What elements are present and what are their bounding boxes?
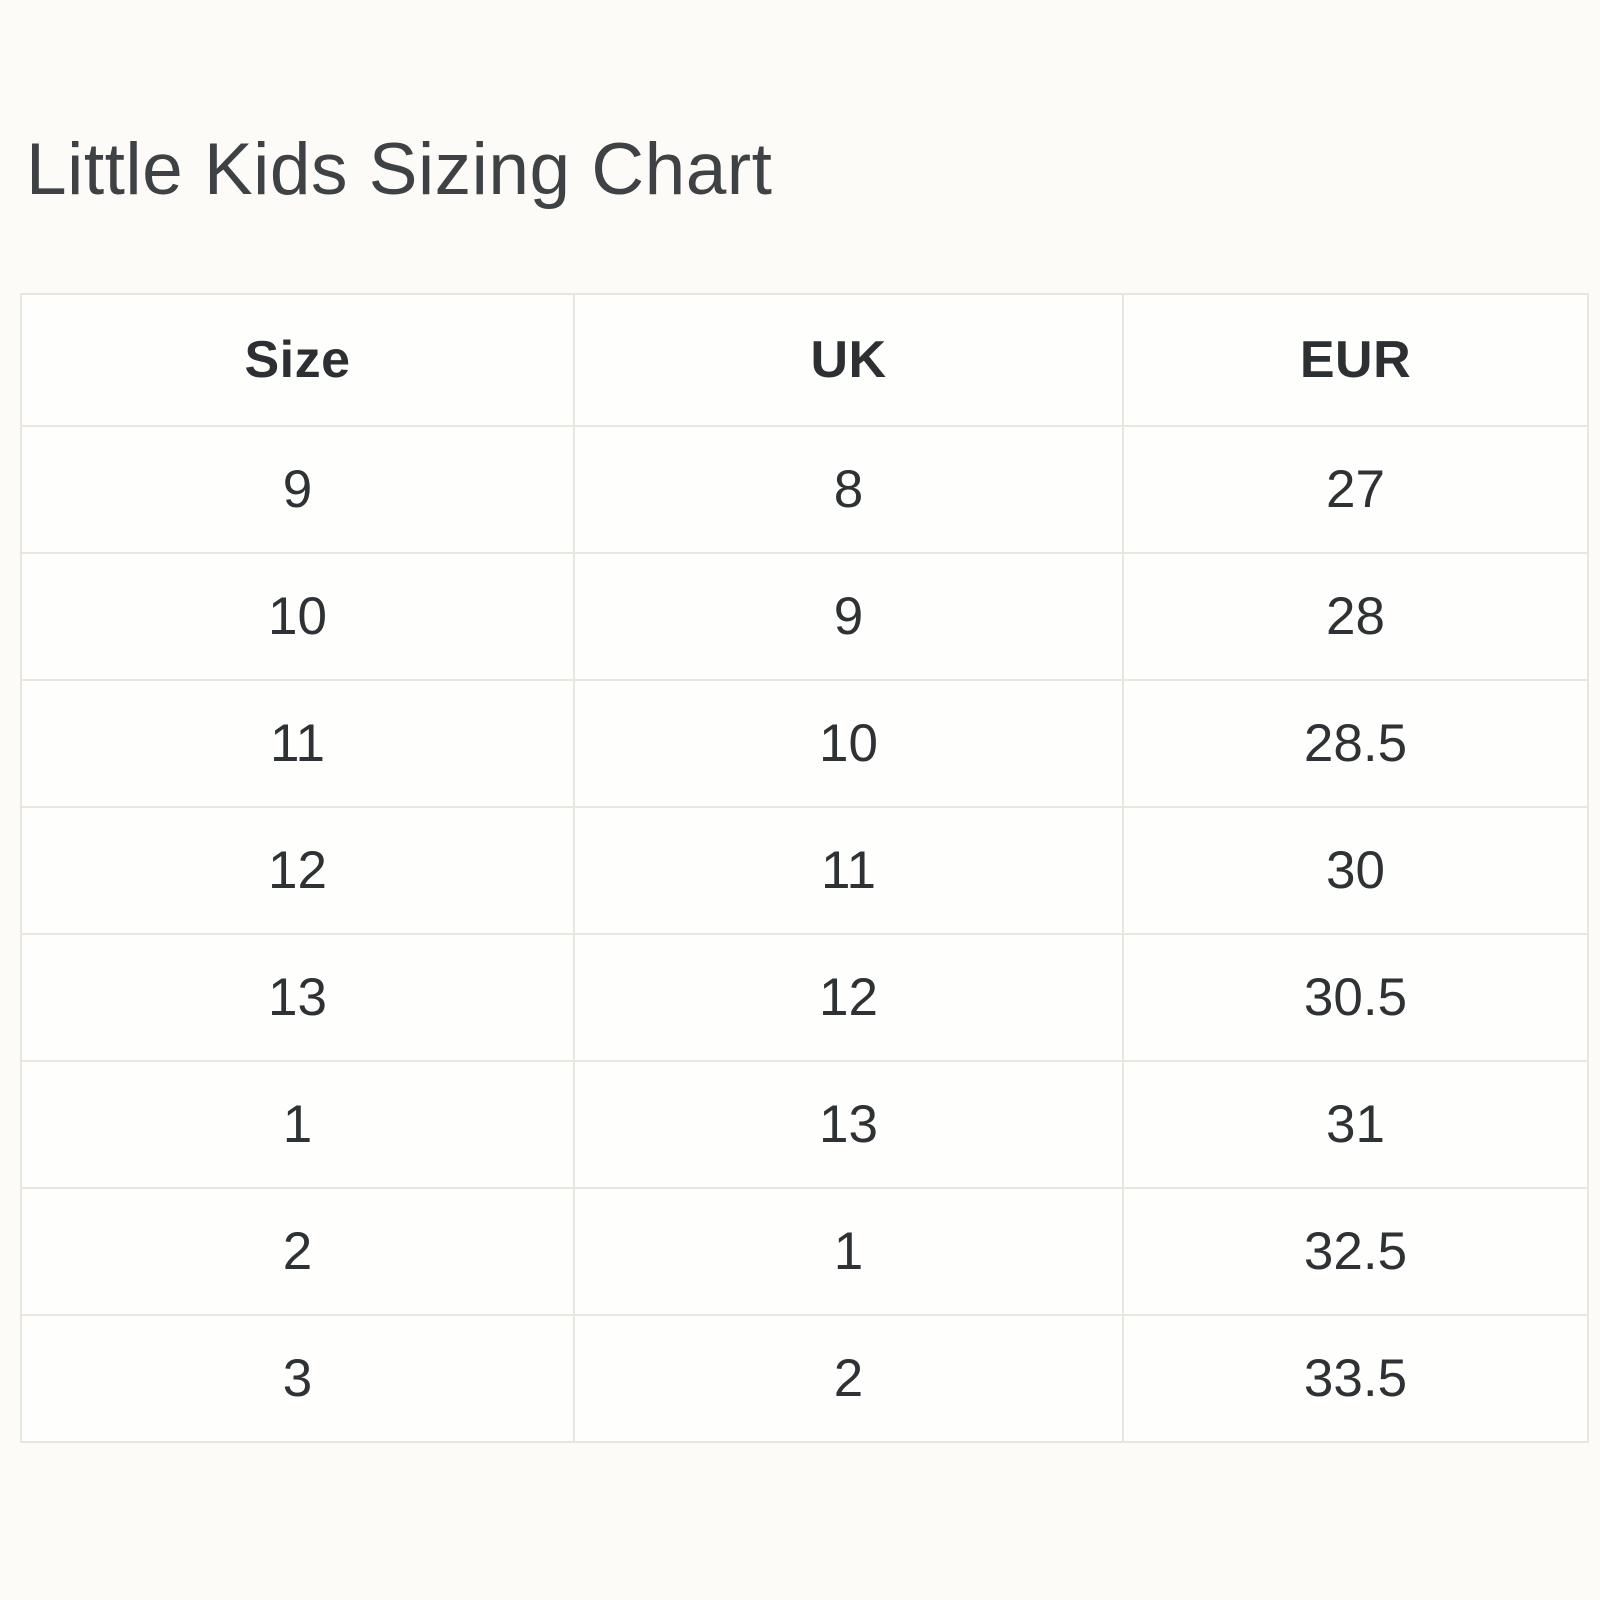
page-title: Little Kids Sizing Chart bbox=[26, 129, 773, 210]
table-cell: 30.5 bbox=[1122, 933, 1589, 1062]
table-cell: 12 bbox=[573, 933, 1124, 1062]
table-cell: 2 bbox=[573, 1314, 1124, 1443]
table-cell: 28 bbox=[1122, 552, 1589, 681]
table-header: Size UK EUR bbox=[20, 293, 1589, 427]
table-body: 9 8 27 10 9 28 11 10 28.5 12 11 30 13 12 bbox=[20, 425, 1589, 1443]
table-row: 3 2 33.5 bbox=[20, 1314, 1589, 1443]
table-row: 10 9 28 bbox=[20, 552, 1589, 681]
column-header-size: Size bbox=[20, 293, 575, 427]
table-cell: 2 bbox=[20, 1187, 575, 1316]
table-cell: 28.5 bbox=[1122, 679, 1589, 808]
table-cell: 10 bbox=[20, 552, 575, 681]
table-cell: 33.5 bbox=[1122, 1314, 1589, 1443]
table-cell: 31 bbox=[1122, 1060, 1589, 1189]
table-cell: 30 bbox=[1122, 806, 1589, 935]
table-cell: 8 bbox=[573, 425, 1124, 554]
column-header-uk: UK bbox=[573, 293, 1124, 427]
table-row: 2 1 32.5 bbox=[20, 1187, 1589, 1316]
table-cell: 10 bbox=[573, 679, 1124, 808]
table-cell: 27 bbox=[1122, 425, 1589, 554]
table-cell: 3 bbox=[20, 1314, 575, 1443]
table-cell: 1 bbox=[573, 1187, 1124, 1316]
table-row: 11 10 28.5 bbox=[20, 679, 1589, 808]
table-cell: 9 bbox=[573, 552, 1124, 681]
table-row: 1 13 31 bbox=[20, 1060, 1589, 1189]
table-cell: 32.5 bbox=[1122, 1187, 1589, 1316]
table-header-row: Size UK EUR bbox=[20, 293, 1589, 427]
table-cell: 11 bbox=[20, 679, 575, 808]
table-cell: 12 bbox=[20, 806, 575, 935]
table-cell: 13 bbox=[573, 1060, 1124, 1189]
table-row: 9 8 27 bbox=[20, 425, 1589, 554]
table-row: 13 12 30.5 bbox=[20, 933, 1589, 1062]
column-header-eur: EUR bbox=[1122, 293, 1589, 427]
table-cell: 13 bbox=[20, 933, 575, 1062]
table-row: 12 11 30 bbox=[20, 806, 1589, 935]
sizing-table: Size UK EUR 9 8 27 10 9 28 11 10 28.5 bbox=[20, 293, 1589, 1443]
table-cell: 11 bbox=[573, 806, 1124, 935]
table-cell: 1 bbox=[20, 1060, 575, 1189]
table-cell: 9 bbox=[20, 425, 575, 554]
